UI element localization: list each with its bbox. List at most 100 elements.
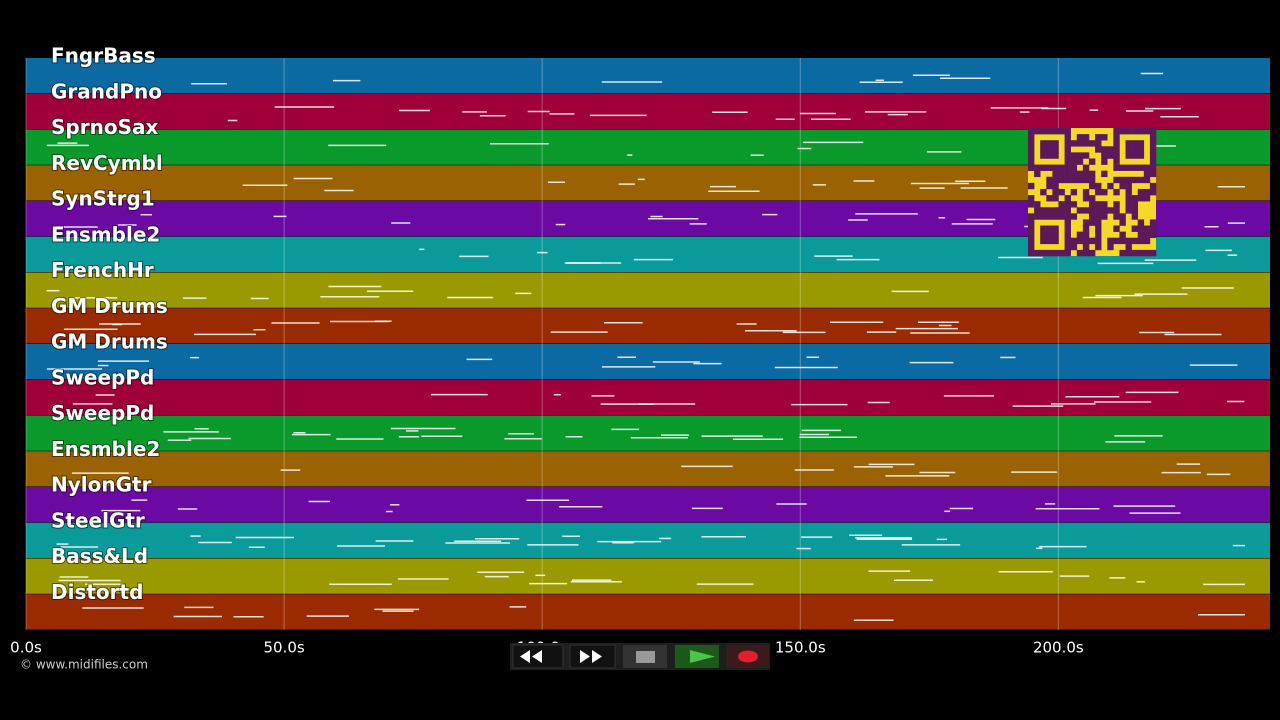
qr-cell [1101,213,1108,220]
qr-cell [1028,201,1035,208]
qr-cell [1028,140,1035,147]
qr-cell [1028,231,1035,239]
qr-cell [1058,207,1065,214]
qr-cell [1095,231,1102,239]
qr-cell [1143,170,1151,178]
qr-cell [1113,146,1120,153]
qr-cell [1028,237,1035,245]
qr-cell [1046,152,1053,159]
qr-cell [1028,134,1035,141]
qr-cell [1113,164,1120,171]
track-name: SteelGtr [51,508,145,532]
qr-cell [1040,225,1047,232]
qr-cell [1101,146,1108,153]
qr-cell [1125,140,1132,147]
qr-cell [1137,219,1145,226]
qr-cell [1052,213,1059,220]
qr-cell [1070,213,1078,220]
qr-cell [1101,158,1108,165]
qr-cell [1131,195,1139,202]
qr-cell [1028,243,1035,251]
qr-cell [1137,195,1145,202]
qr-cell [1046,195,1053,202]
time-tick-label: 50.0s [263,639,304,657]
qr-cell [1040,146,1047,153]
qr-cell [1028,182,1035,190]
qr-cell [1149,134,1157,141]
transport-bar [510,643,770,670]
play-button[interactable] [675,645,719,668]
qr-cell [1064,146,1071,153]
qr-cell [1064,237,1071,245]
qr-cell [1064,207,1071,214]
stop-button[interactable] [623,645,667,668]
qr-cell [1040,213,1047,220]
qr-cell [1143,249,1151,257]
qr-cell [1046,249,1053,257]
track-name: SprnoSax [51,115,158,139]
qr-cell [1095,134,1102,141]
qr-cell [1088,140,1096,147]
qr-cell [1137,249,1145,257]
qr-cell [1046,237,1053,245]
qr-cell [1034,170,1041,178]
qr-cell [1040,188,1047,196]
qr-cell [1107,182,1114,190]
qr-cell [1119,219,1126,226]
qr-cell [1095,243,1102,251]
qr-cell [1052,128,1059,135]
qr-cell [1088,207,1096,214]
qr-cell [1076,207,1084,214]
time-tick-label: 150.0s [775,639,826,657]
rewind-button[interactable] [512,644,564,669]
qr-cell [1137,152,1145,159]
qr-cell [1076,158,1084,165]
qr-cell [1125,176,1132,184]
qr-cell [1131,225,1139,232]
qr-cell [1052,195,1059,202]
qr-cell [1088,249,1096,257]
qr-cell [1028,164,1035,171]
qr-cell [1125,152,1132,159]
fast-forward-button[interactable] [569,644,616,669]
track-row [26,594,1270,630]
qr-cell [1107,243,1114,251]
qr-cell [1113,213,1120,220]
qr-cell [1070,176,1078,184]
qr-cell [1119,231,1126,239]
qr-cell [1149,158,1157,165]
qr-cell [1064,152,1071,159]
track-row [26,58,1270,94]
qr-cell [1119,176,1126,184]
qr-cell [1113,152,1120,159]
track-name: GM Drums [51,294,168,318]
qr-cell [1028,128,1035,135]
qr-cell [1088,219,1096,226]
qr-cell [1076,152,1084,159]
track-rows [26,58,1270,631]
qr-cell [1113,176,1120,184]
qr-cell [1131,128,1139,135]
qr-cell [1131,213,1139,220]
qr-cell [1101,152,1108,159]
qr-cell [1125,164,1132,171]
track-names: FngrBass GrandPno SprnoSax RevCymbl SynStrg1… [50,43,169,605]
track-name: Bass&Ld [51,544,148,568]
qr-cell [1064,225,1071,232]
qr-cell [1082,176,1090,184]
record-button[interactable] [727,645,769,668]
qr-cell [1046,128,1053,135]
qr-cell [1064,231,1071,239]
qr-cell [1088,176,1096,184]
qr-cell [1113,201,1120,208]
qr-cell [1131,164,1139,171]
qr-cell [1046,164,1053,171]
qr-cell [1137,176,1145,184]
qr-cell [1040,237,1047,245]
qr-cell [1149,128,1157,135]
qr-code [1028,128,1157,257]
qr-cell [1046,146,1053,153]
qr-cell [1113,158,1120,165]
qr-cell [1034,213,1041,220]
qr-cell [1052,164,1059,171]
